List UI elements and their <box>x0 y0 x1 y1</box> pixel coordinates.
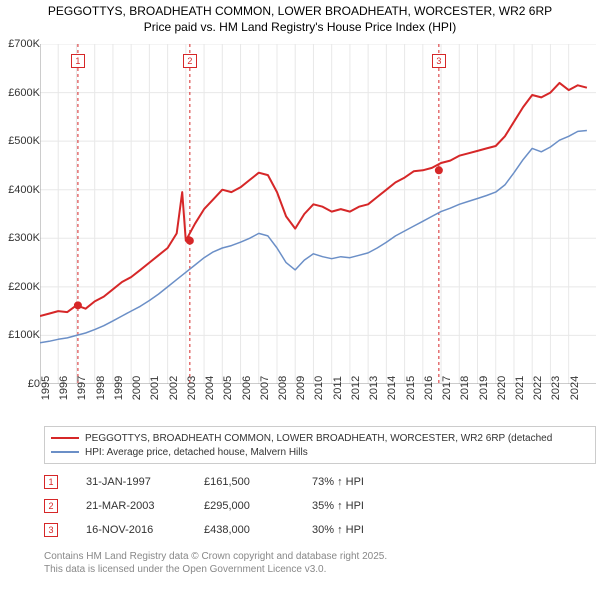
legend-swatch-hpi <box>51 451 79 453</box>
callout-row-3: 3 16-NOV-2016 £438,000 30% ↑ HPI <box>44 518 596 542</box>
x-tick-label: 2010 <box>313 376 325 400</box>
callout-price: £161,500 <box>204 476 284 488</box>
legend-row-1: PEGGOTTYS, BROADHEATH COMMON, LOWER BROA… <box>51 431 589 445</box>
x-tick-label: 2006 <box>241 376 253 400</box>
x-tick-label: 2024 <box>569 376 581 400</box>
callout-marker-1: 1 <box>44 475 58 489</box>
x-tick-label: 2022 <box>532 376 544 400</box>
callout-pct: 30% ↑ HPI <box>312 524 392 536</box>
x-tick-label: 2013 <box>368 376 380 400</box>
callout-table: 1 31-JAN-1997 £161,500 73% ↑ HPI 2 21-MAR-200… <box>44 470 596 542</box>
y-tick-label: £0 <box>2 378 40 390</box>
chart-svg <box>40 44 596 384</box>
callout-marker-3: 3 <box>44 523 58 537</box>
callout-pct: 35% ↑ HPI <box>312 500 392 512</box>
x-tick-label: 2009 <box>295 376 307 400</box>
x-tick-label: 2015 <box>405 376 417 400</box>
chart-marker-2: 2 <box>183 54 197 68</box>
callout-marker-2: 2 <box>44 499 58 513</box>
x-tick-label: 1995 <box>40 376 52 400</box>
callout-date: 31-JAN-1997 <box>86 476 176 488</box>
y-tick-label: £700K <box>2 38 40 50</box>
footer-line-1: Contains HM Land Registry data © Crown c… <box>44 550 596 563</box>
x-tick-label: 2003 <box>186 376 198 400</box>
callout-date: 21-MAR-2003 <box>86 500 176 512</box>
callout-price: £438,000 <box>204 524 284 536</box>
x-tick-label: 2008 <box>277 376 289 400</box>
x-tick-label: 2019 <box>478 376 490 400</box>
x-tick-label: 1996 <box>58 376 70 400</box>
callout-row-1: 1 31-JAN-1997 £161,500 73% ↑ HPI <box>44 470 596 494</box>
x-tick-label: 2001 <box>149 376 161 400</box>
legend-swatch-price <box>51 437 79 439</box>
x-tick-label: 2007 <box>259 376 271 400</box>
x-tick-label: 2017 <box>441 376 453 400</box>
chart-marker-3: 3 <box>432 54 446 68</box>
x-tick-label: 2005 <box>222 376 234 400</box>
callout-price: £295,000 <box>204 500 284 512</box>
chart-marker-1: 1 <box>71 54 85 68</box>
callout-date: 16-NOV-2016 <box>86 524 176 536</box>
x-axis-labels: 1995199619971998199920002001200220032004… <box>40 386 596 426</box>
chart-container: PEGGOTTYS, BROADHEATH COMMON, LOWER BROA… <box>0 0 600 590</box>
y-tick-label: £400K <box>2 184 40 196</box>
legend-row-2: HPI: Average price, detached house, Malv… <box>51 445 589 459</box>
x-tick-label: 1998 <box>95 376 107 400</box>
title-line-1: PEGGOTTYS, BROADHEATH COMMON, LOWER BROA… <box>8 4 592 20</box>
x-tick-label: 2002 <box>168 376 180 400</box>
x-tick-label: 1997 <box>76 376 88 400</box>
x-tick-label: 1999 <box>113 376 125 400</box>
y-tick-label: £500K <box>2 135 40 147</box>
callout-row-2: 2 21-MAR-2003 £295,000 35% ↑ HPI <box>44 494 596 518</box>
x-tick-label: 2000 <box>131 376 143 400</box>
callout-pct: 73% ↑ HPI <box>312 476 392 488</box>
y-tick-label: £100K <box>2 329 40 341</box>
x-tick-label: 2020 <box>496 376 508 400</box>
y-tick-label: £600K <box>2 87 40 99</box>
title-line-2: Price paid vs. HM Land Registry's House … <box>8 20 592 36</box>
x-tick-label: 2018 <box>459 376 471 400</box>
x-tick-label: 2021 <box>514 376 526 400</box>
legend: PEGGOTTYS, BROADHEATH COMMON, LOWER BROA… <box>44 426 596 464</box>
x-tick-label: 2011 <box>332 376 344 400</box>
x-tick-label: 2016 <box>423 376 435 400</box>
x-tick-label: 2023 <box>550 376 562 400</box>
legend-label-hpi: HPI: Average price, detached house, Malv… <box>85 447 308 458</box>
footer-attribution: Contains HM Land Registry data © Crown c… <box>44 550 596 576</box>
legend-label-price: PEGGOTTYS, BROADHEATH COMMON, LOWER BROA… <box>85 433 552 444</box>
x-tick-label: 2014 <box>386 376 398 400</box>
footer-line-2: This data is licensed under the Open Gov… <box>44 563 596 576</box>
y-tick-label: £300K <box>2 232 40 244</box>
y-tick-label: £200K <box>2 281 40 293</box>
chart-plot-area <box>40 44 596 384</box>
x-tick-label: 2012 <box>350 376 362 400</box>
chart-title: PEGGOTTYS, BROADHEATH COMMON, LOWER BROA… <box>0 0 600 37</box>
x-tick-label: 2004 <box>204 376 216 400</box>
